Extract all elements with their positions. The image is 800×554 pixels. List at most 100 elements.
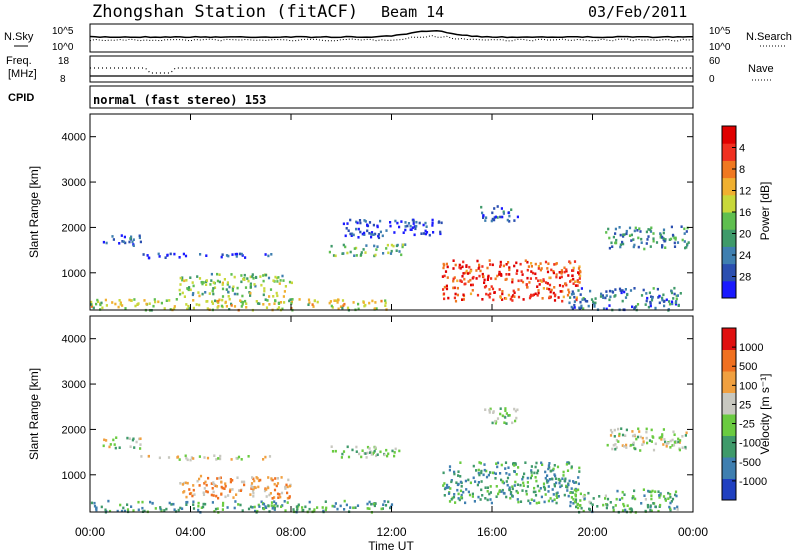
- data-cell: [614, 288, 617, 291]
- data-cell: [229, 478, 232, 481]
- data-cell: [667, 308, 670, 311]
- data-cell: [559, 485, 562, 489]
- data-cell: [432, 231, 435, 234]
- data-cell: [456, 293, 459, 297]
- data-cell: [267, 476, 270, 479]
- data-cell: [506, 476, 510, 480]
- data-cell: [442, 262, 445, 266]
- data-cell: [606, 443, 609, 447]
- data-cell: [267, 276, 271, 280]
- data-cell: [499, 296, 502, 300]
- data-cell: [262, 502, 266, 506]
- x-tick-label: 04:00: [175, 525, 205, 539]
- data-cell: [668, 300, 671, 303]
- data-cell: [447, 492, 451, 495]
- data-cell: [654, 306, 657, 310]
- data-cell: [645, 292, 648, 295]
- data-cell: [90, 303, 93, 306]
- data-cell: [370, 235, 373, 239]
- data-cell: [153, 298, 156, 301]
- data-cell: [645, 430, 648, 434]
- data-cell: [630, 507, 633, 511]
- data-cell: [521, 273, 524, 276]
- data-cell: [233, 305, 237, 308]
- data-cell: [343, 302, 346, 306]
- data-cell: [483, 468, 486, 472]
- nave-tick-bottom: 0: [709, 74, 715, 85]
- data-cell: [355, 254, 358, 257]
- nsky-label: N.Sky: [4, 31, 34, 43]
- data-cell: [517, 295, 521, 299]
- data-cell: [244, 286, 248, 289]
- data-cell: [102, 444, 105, 448]
- data-cell: [266, 299, 269, 302]
- data-cell: [279, 495, 282, 499]
- data-cell: [513, 407, 516, 411]
- data-cell: [278, 493, 281, 496]
- data-cell: [678, 441, 681, 444]
- data-cell: [328, 250, 331, 254]
- data-cell: [462, 293, 465, 297]
- data-cell: [456, 488, 459, 492]
- data-cell: [575, 298, 578, 302]
- data-cell: [373, 449, 376, 453]
- data-cell: [105, 510, 108, 513]
- data-cell: [188, 286, 191, 289]
- data-cell: [219, 454, 222, 458]
- data-cell: [219, 476, 222, 480]
- data-cell: [452, 277, 455, 281]
- data-cell: [228, 285, 231, 289]
- data-cell: [569, 280, 572, 283]
- data-cell: [192, 306, 195, 310]
- data-cell: [511, 421, 514, 425]
- data-cell: [511, 487, 514, 491]
- data-cell: [101, 306, 104, 310]
- data-cell: [670, 500, 673, 503]
- data-cell: [335, 299, 338, 302]
- data-cell: [379, 450, 382, 454]
- data-cell: [220, 480, 223, 484]
- data-cell: [279, 301, 283, 304]
- data-cell: [331, 306, 334, 309]
- data-cell: [377, 234, 380, 238]
- data-cell: [459, 480, 462, 484]
- data-cell: [661, 296, 664, 300]
- data-cell: [192, 488, 195, 492]
- data-cell: [588, 500, 591, 504]
- data-cell: [629, 289, 633, 292]
- y-tick-label: 1000: [62, 470, 86, 482]
- data-cell: [646, 238, 649, 241]
- data-cell: [611, 447, 614, 451]
- data-cell: [574, 493, 577, 496]
- data-cell: [481, 494, 484, 497]
- data-cell: [103, 438, 106, 442]
- data-cell: [508, 273, 511, 276]
- data-cell: [529, 502, 532, 505]
- data-cell: [482, 473, 485, 477]
- data-cell: [262, 458, 265, 461]
- data-cell: [546, 282, 549, 285]
- data-cell: [675, 297, 678, 301]
- data-cell: [555, 275, 558, 279]
- data-cell: [173, 252, 176, 256]
- data-cell: [164, 256, 167, 259]
- data-cell: [493, 291, 496, 294]
- data-cell: [490, 277, 493, 280]
- data-cell: [443, 285, 446, 289]
- data-cell: [618, 287, 622, 291]
- data-cell: [507, 414, 510, 417]
- data-cell: [158, 255, 161, 258]
- data-cell: [570, 293, 574, 296]
- data-cell: [234, 252, 237, 256]
- data-cell: [670, 225, 673, 229]
- data-cell: [192, 284, 195, 288]
- data-cell: [648, 490, 651, 493]
- data-cell: [459, 461, 462, 464]
- data-cell: [273, 508, 276, 511]
- colorbar-swatch: [722, 143, 736, 161]
- data-cell: [514, 409, 517, 413]
- data-cell: [501, 292, 504, 296]
- data-cell: [669, 495, 672, 499]
- data-cell: [316, 506, 319, 509]
- data-cell: [565, 463, 568, 466]
